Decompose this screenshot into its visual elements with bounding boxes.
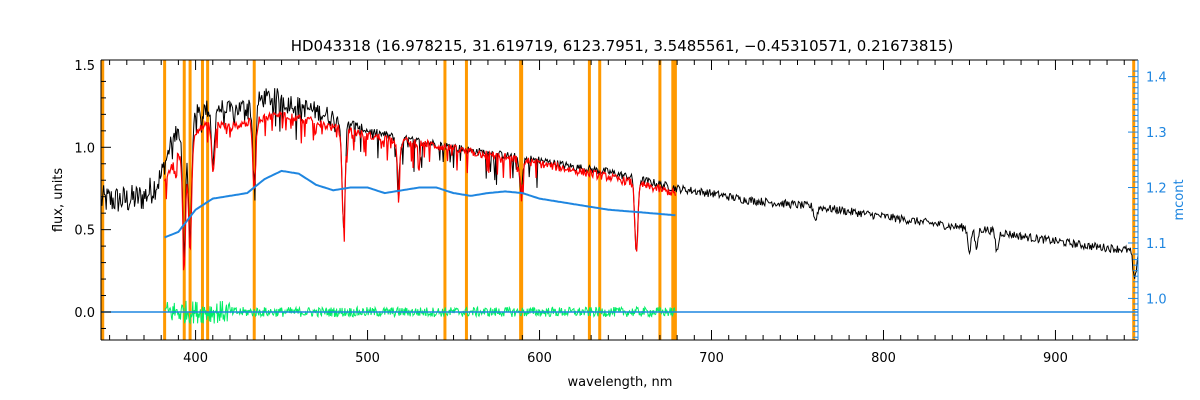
y-tick-left-label: 0.0 — [74, 306, 95, 321]
spectral-line-markers — [101, 60, 1136, 340]
tick-marks — [101, 60, 1138, 340]
chart-axes — [100, 59, 1139, 341]
y-tick-left-label: 1.0 — [74, 141, 95, 156]
x-tick-label-700: 700 — [699, 351, 724, 366]
x-tick-label-400: 400 — [183, 351, 208, 366]
y-tick-right-label: 1.1 — [1146, 237, 1167, 252]
model-spectrum-path — [164, 111, 676, 271]
continuum-path — [164, 169, 676, 239]
y-tick-right-label: 1.3 — [1146, 126, 1167, 141]
y-tick-right-label: 1.2 — [1146, 182, 1167, 197]
x-tick-label-900: 900 — [1043, 351, 1068, 366]
x-axis-label: wavelength, nm — [568, 375, 673, 390]
continuum-line — [101, 169, 1138, 313]
y-axis-right-label: mcont — [1172, 179, 1187, 220]
x-tick-label-500: 500 — [355, 351, 380, 366]
x-tick-label-800: 800 — [871, 351, 896, 366]
chart-title: HD043318 (16.978215, 31.619719, 6123.795… — [291, 37, 954, 55]
y-tick-right-label: 1.4 — [1146, 71, 1167, 86]
y-tick-left-label: 0.5 — [74, 224, 95, 239]
observed-spectrum-path — [100, 88, 1139, 279]
observed-spectrum-line — [100, 88, 1139, 279]
y-axis-left-label: flux, units — [51, 168, 66, 233]
x-tick-label-600: 600 — [527, 351, 552, 366]
y-tick-right-label: 1.0 — [1146, 292, 1167, 307]
y-tick-left-label: 1.5 — [74, 59, 95, 74]
model-spectrum-line — [164, 111, 676, 271]
tick-labels: 400 500 600 700 800 900 0.0 0.5 1.0 1.5 1.0 1.1 1.2 1… — [74, 59, 1166, 366]
